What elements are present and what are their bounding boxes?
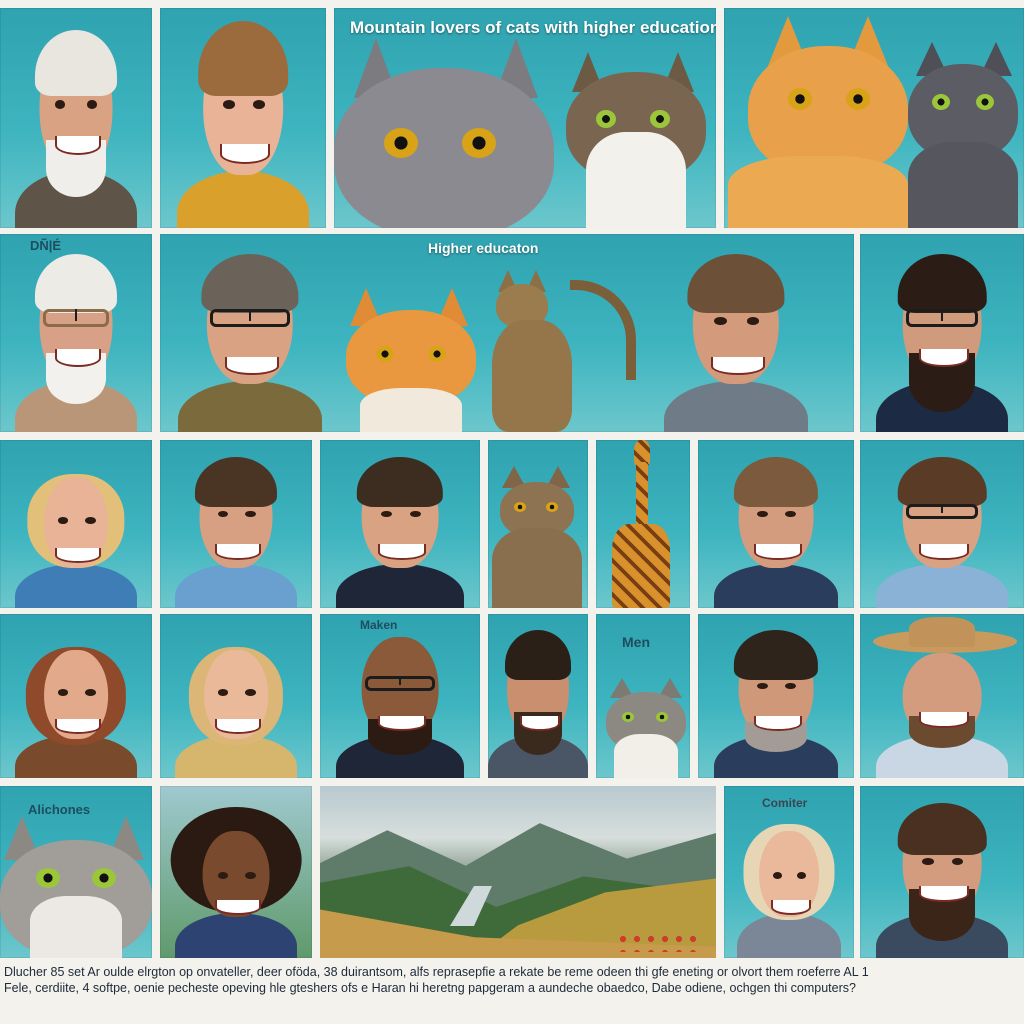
photo-tile-grey-cat: Men [596,614,690,778]
photo-tile-bearded-man [860,786,1024,958]
photo-tile-laughing-man [698,440,854,608]
tabby-cat [492,466,582,608]
tabby-white-cat [566,52,706,228]
giraffe [596,440,690,608]
photo-tile-man-stubble [160,440,312,608]
dark-grey-cat [908,42,1018,228]
portrait [698,440,854,608]
portrait [0,234,152,432]
photo-tile-fluffy-cat: Alichones [0,786,152,958]
caption-text: Dlucher 85 set Ar oulde elrgton op onvat… [4,964,1020,996]
tile-label: Comiter [762,796,808,810]
portrait [0,8,152,228]
portrait [698,614,854,778]
photo-tile-man-cowboy-hat [860,614,1024,778]
portrait [860,234,1024,432]
portrait [0,440,152,608]
tile-label: DÑ|É [30,238,62,253]
orange-cat [346,288,476,432]
portrait [724,786,854,958]
photo-tile-giraffe [596,440,690,608]
portrait [160,8,326,228]
photo-tile-blonde-woman-2 [160,614,312,778]
photo-tile-man-suit [320,440,480,608]
photo-tile-bald-man-glasses: Maken [320,614,480,778]
sitting-tabby-cat [492,270,642,432]
grey-white-cat [606,678,686,778]
grey-cat [334,38,554,228]
section-label: Higher educaton [428,240,539,256]
portrait [160,614,312,778]
portrait [160,440,312,608]
headline-text: Mountain lovers of cats with higher educ… [350,18,716,37]
portrait [488,614,588,778]
caption-line-1: Dlucher 85 set Ar oulde elrgton op onvat… [4,965,869,979]
tile-label: Alichones [28,802,91,817]
photo-tile-red-haired-woman [0,614,152,778]
mountain-landscape [320,786,716,958]
portrait-man-stubble [646,234,826,432]
photo-tile-mountain-landscape [320,786,716,958]
photo-tile-older-woman: Comiter [724,786,854,958]
photo-tile-bearded-man-glasses [860,234,1024,432]
photo-tile-man-afro [160,786,312,958]
portrait [860,786,1024,958]
portrait [860,440,1024,608]
portrait [0,614,152,778]
orange-cat [728,16,908,228]
tile-label: Men [622,634,650,650]
portrait [320,614,480,778]
photo-tile-older-man-beard [0,8,152,228]
photo-tile-man-glasses [860,440,1024,608]
photo-tile-cats-banner: Mountain lovers of cats with higher educ… [334,8,716,228]
tile-label: Maken [360,618,398,632]
portrait [860,614,1024,778]
photo-tile-tabby-cat [488,440,588,608]
photo-tile-man-dark-hair [488,614,588,778]
caption-line-2: Fele, cerdiite, 4 softpe, oenie pecheste… [4,981,856,995]
photo-tile-smiling-woman [160,8,326,228]
portrait-man-glasses [160,234,340,432]
grey-fluffy-cat [0,816,152,958]
portrait [320,440,480,608]
photo-tile-elderly-man-glasses: DÑ|É [0,234,152,432]
photo-tile-grinning-man [698,614,854,778]
photo-tile-two-cats [724,8,1024,228]
photo-tile-blonde-woman [0,440,152,608]
photo-tile-man-with-two-cats: Higher educaton [160,234,854,432]
portrait [160,786,312,958]
